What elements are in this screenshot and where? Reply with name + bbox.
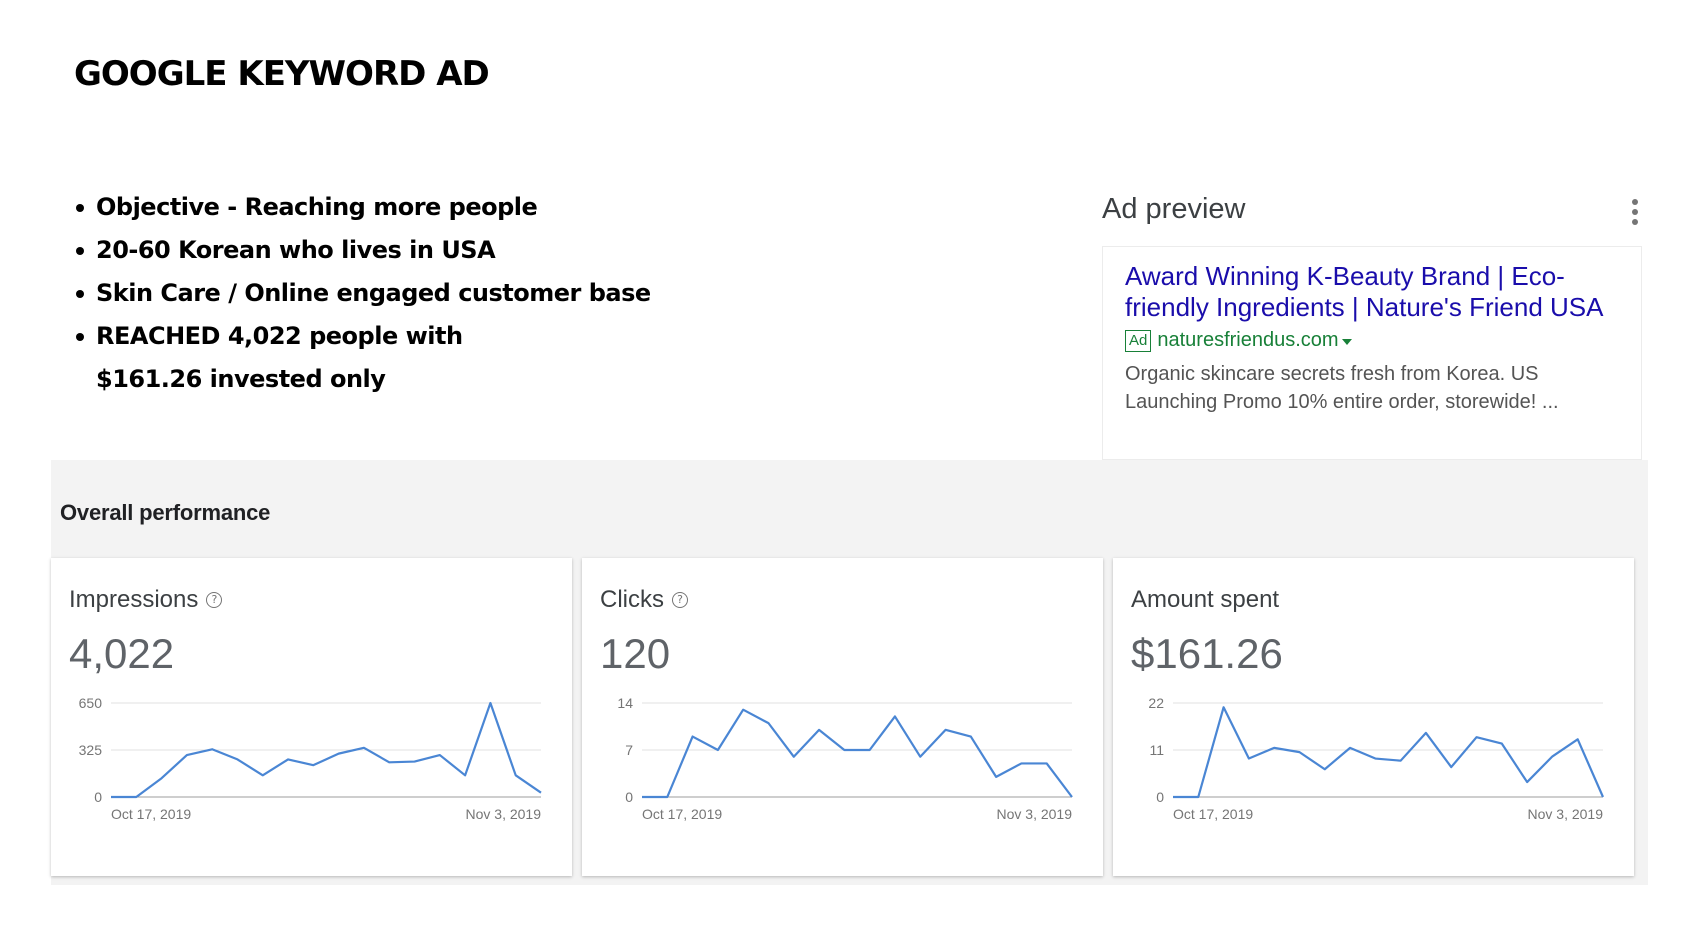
ad-url-line: Ad naturesfriendus.com — [1125, 329, 1619, 352]
card-label: Amount spent — [1131, 586, 1279, 614]
y-tick-label: 0 — [1156, 789, 1164, 805]
card-value: 4,022 — [69, 630, 175, 677]
ad-preview-card: Award Winning K-Beauty Brand | Eco-frien… — [1102, 246, 1642, 460]
help-icon[interactable]: ? — [672, 592, 688, 608]
more-vert-icon[interactable] — [1632, 199, 1638, 225]
bullet-objective: Objective - Reaching more people — [74, 186, 656, 229]
bullet-list: Objective - Reaching more people 20-60 K… — [74, 186, 656, 401]
metric-card-impressions[interactable]: Impressions ? 4,022 0 325 650 Oct 17, 2019 N… — [51, 558, 572, 876]
x-tick-label-start: Oct 17, 2019 — [111, 806, 191, 822]
y-tick-label: 0 — [94, 789, 102, 805]
x-tick-label-end: Nov 3, 2019 — [466, 806, 542, 822]
amount-spent-chart: 0 11 22 Oct 17, 2019 Nov 3, 2019 — [1148, 695, 1605, 822]
y-tick-label: 650 — [79, 695, 103, 711]
series-line — [111, 701, 542, 799]
y-tick-label: 11 — [1149, 742, 1164, 758]
ad-display-url[interactable]: naturesfriendus.com — [1157, 329, 1339, 351]
performance-title: Overall performance — [60, 500, 271, 525]
y-tick-label: 14 — [617, 695, 633, 711]
card-label-text: Amount spent — [1131, 586, 1280, 613]
ad-description: Organic skincare secrets fresh from Kore… — [1125, 363, 1559, 413]
caret-down-icon[interactable] — [1341, 338, 1352, 345]
y-tick-label: 325 — [79, 742, 103, 758]
help-icon[interactable]: ? — [206, 592, 223, 608]
clicks-chart: 0 7 14 Oct 17, 2019 Nov 3, 2019 — [617, 695, 1073, 822]
bullet-result: REACHED 4,022 people with $161.26 invest… — [74, 315, 566, 401]
card-value: 120 — [600, 630, 671, 677]
card-label-text: Impressions — [69, 586, 199, 613]
performance-panel: Overall performance Impressions ? 4,022 … — [51, 460, 1648, 885]
x-tick-label-start: Oct 17, 2019 — [1173, 806, 1253, 822]
impressions-chart: 0 325 650 Oct 17, 2019 Nov 3, 2019 — [79, 695, 542, 822]
series-line — [642, 708, 1073, 799]
card-label: Impressions ? — [69, 586, 223, 614]
ad-preview-title: Ad preview — [1102, 193, 1246, 225]
x-tick-label-end: Nov 3, 2019 — [1528, 806, 1604, 822]
y-tick-label: 22 — [1148, 695, 1164, 711]
bullet-audience: 20-60 Korean who lives in USA — [74, 229, 656, 272]
ad-headline-link[interactable]: Award Winning K-Beauty Brand | Eco-frien… — [1125, 261, 1604, 322]
series-line — [1173, 706, 1605, 799]
metric-card-clicks[interactable]: Clicks ? 120 0 7 14 Oct 17, 2019 Nov 3, 2019 — [582, 558, 1103, 876]
x-tick-label-end: Nov 3, 2019 — [997, 806, 1073, 822]
y-tick-label: 7 — [625, 742, 633, 758]
bullet-segment: Skin Care / Online engaged customer base — [74, 272, 656, 315]
ad-badge: Ad — [1125, 329, 1152, 352]
slide-title: GOOGLE KEYWORD AD — [74, 54, 490, 94]
card-label: Clicks ? — [600, 586, 688, 614]
y-tick-label: 0 — [625, 789, 633, 805]
metric-card-amount-spent[interactable]: Amount spent $161.26 0 11 22 Oct 17, 2019 No… — [1113, 558, 1634, 876]
x-tick-label-start: Oct 17, 2019 — [642, 806, 722, 822]
card-value: $161.26 — [1131, 630, 1283, 677]
card-label-text: Clicks — [600, 586, 664, 613]
